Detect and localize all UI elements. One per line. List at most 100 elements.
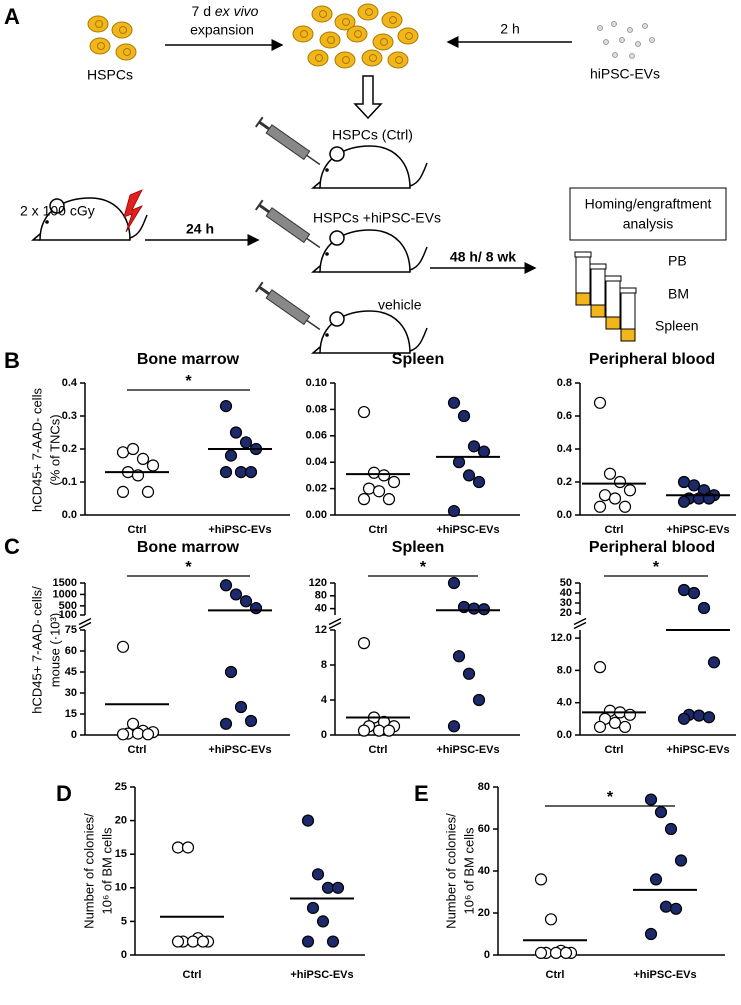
y-tick-label: 120 [309, 577, 327, 589]
x-tick-label: +hiPSC-EVs [290, 969, 353, 981]
dot [146, 459, 160, 472]
y-tick-label: 40 [315, 603, 327, 615]
y-tick-label: 0.0 [557, 509, 572, 521]
dot [702, 711, 716, 724]
dot [477, 445, 491, 458]
dot [116, 485, 130, 498]
x-tick-label: Ctrl [546, 969, 565, 981]
chart-title: Spleen [392, 351, 444, 368]
dot [367, 466, 381, 479]
x-tick-label: +hiPSC-EVs [208, 744, 271, 756]
y-tick-label: 0.06 [306, 430, 327, 442]
expansion-time: 7 d [192, 3, 211, 19]
y-tick-label: 4.0 [557, 697, 572, 709]
axis-break [573, 617, 587, 626]
dot [654, 806, 668, 819]
significance: * [185, 373, 192, 390]
y-tick-label: 25 [115, 781, 127, 793]
dot [171, 935, 185, 948]
y-tick-label: 5 [121, 915, 127, 927]
tissue: PB [668, 253, 687, 269]
y-tick-label: 8.0 [557, 664, 572, 676]
chart-title: Bone marrow [137, 351, 240, 368]
expansion-mode: ex vivo [215, 3, 259, 19]
dot [534, 873, 548, 886]
dot [362, 482, 376, 495]
dot [229, 426, 243, 439]
y-tick-label: 0.1 [62, 476, 77, 488]
dot [126, 717, 140, 730]
dot [357, 724, 371, 737]
y-tick-label: 80 [478, 781, 490, 793]
dot [249, 602, 263, 615]
analysis-line: Homing/engraftment [585, 196, 712, 212]
x-tick-label: Ctrl [183, 969, 202, 981]
axis-break [328, 617, 342, 626]
dot [141, 485, 155, 498]
ev-time: 2 h [500, 21, 519, 37]
y-axis-label: (% of TNCs) [47, 414, 62, 485]
dot [697, 601, 711, 615]
dot [316, 915, 330, 928]
dot [534, 946, 548, 960]
dot [372, 485, 386, 498]
chart-title: Peripheral blood [589, 351, 715, 368]
dot [131, 727, 145, 740]
dot [593, 500, 607, 513]
dot [219, 717, 233, 730]
evs-label: hiPSC-EVs [590, 66, 660, 82]
dot [116, 446, 130, 459]
y-tick-label: 0 [321, 729, 327, 741]
dot [472, 475, 486, 489]
dot [544, 913, 558, 926]
dot [623, 708, 637, 721]
y-tick-label: 0.0 [62, 509, 77, 521]
y-tick-label: 0.04 [306, 456, 328, 468]
dot [687, 586, 701, 600]
dot [126, 442, 140, 456]
y-tick-label: 40 [560, 587, 572, 599]
dot [623, 484, 637, 497]
dot [234, 466, 248, 479]
y-axis-label: 10⁶ of BM cells [99, 827, 114, 914]
dot [707, 656, 721, 669]
x-tick-label: Ctrl [605, 744, 624, 756]
analysis-line: analysis [623, 216, 674, 232]
y-tick-label: 75 [65, 624, 77, 636]
dot [116, 728, 130, 741]
y-tick-label: 1000 [53, 588, 77, 600]
y-tick-label: 15 [65, 708, 77, 720]
y-axis-label: Number of colonies/ [443, 813, 458, 929]
dot [618, 720, 632, 734]
y-tick-label: 0 [71, 729, 77, 741]
dot [618, 500, 632, 513]
tissue: Spleen [655, 318, 699, 334]
dot [357, 493, 371, 506]
x-tick-label: +hiPSC-EVs [208, 524, 271, 536]
dot [171, 841, 185, 854]
dot [239, 436, 253, 449]
dot [116, 640, 130, 653]
dot [593, 396, 607, 409]
y-tick-label: 20 [478, 907, 490, 919]
dot [229, 588, 243, 601]
dot [674, 854, 688, 867]
dot [196, 935, 210, 948]
y-tick-label: 0.2 [557, 476, 572, 488]
y-tick-label: 10 [115, 882, 127, 894]
dot [692, 709, 706, 722]
x-tick-label: Ctrl [369, 524, 388, 536]
y-tick-label: 30 [65, 687, 77, 699]
dot [387, 475, 401, 489]
y-tick-label: 100 [59, 609, 77, 621]
dot [447, 396, 461, 409]
dot [677, 583, 691, 597]
y-tick-label: 0.02 [306, 483, 327, 495]
x-tick-label: +hiPSC-EVs [633, 969, 696, 981]
dot [549, 946, 563, 960]
dot [452, 650, 466, 663]
x-tick-label: +hiPSC-EVs [666, 744, 729, 756]
chart-title: Bone marrow [137, 539, 240, 556]
dot [677, 495, 691, 508]
y-tick-label: 0.4 [557, 443, 573, 455]
